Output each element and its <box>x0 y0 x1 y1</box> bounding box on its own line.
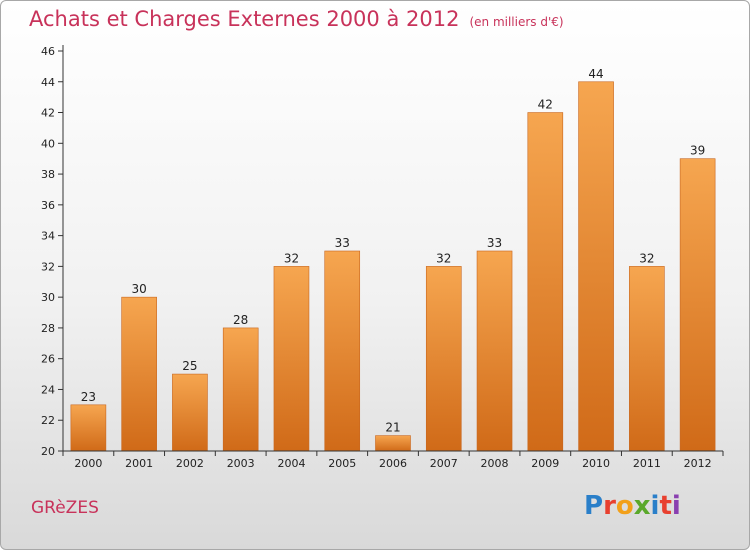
commune-name: GRèZES <box>31 498 99 518</box>
chart-subtitle: (en milliers d'€) <box>469 15 564 29</box>
y-tick-label: 22 <box>41 414 55 427</box>
bar-2008 <box>476 250 513 452</box>
value-label: 32 <box>436 251 451 265</box>
value-label: 42 <box>538 98 553 112</box>
x-tick-label: 2000 <box>74 457 102 470</box>
bar-2003 <box>222 327 259 452</box>
bar-2000 <box>70 404 107 452</box>
value-label: 25 <box>182 359 197 373</box>
chart-title: Achats et Charges Externes 2000 à 2012 (e… <box>29 7 564 31</box>
x-tick-label: 2012 <box>684 457 712 470</box>
y-tick-label: 20 <box>41 445 55 458</box>
x-tick-label: 2011 <box>633 457 661 470</box>
bar-2009 <box>527 112 564 452</box>
value-label: 23 <box>81 390 96 404</box>
bar-2006 <box>375 435 411 452</box>
logo-letter: r <box>603 491 616 521</box>
bar-2005 <box>324 250 361 452</box>
x-tick-label: 2008 <box>481 457 509 470</box>
chart-title-text: Achats et Charges Externes 2000 à 2012 <box>29 7 460 31</box>
bar-2001 <box>121 296 157 452</box>
y-tick-label: 28 <box>41 322 55 335</box>
value-label: 44 <box>588 67 603 81</box>
bar-2010 <box>578 81 614 452</box>
bar-2007 <box>425 266 462 452</box>
x-tick-label: 2004 <box>277 457 305 470</box>
value-label: 39 <box>690 144 705 158</box>
value-label: 33 <box>335 236 350 250</box>
bar-2004 <box>273 266 310 452</box>
y-tick-label: 40 <box>41 137 55 150</box>
y-tick-label: 44 <box>41 76 55 89</box>
x-tick-label: 2007 <box>430 457 458 470</box>
value-label: 30 <box>132 282 147 296</box>
value-label: 21 <box>385 421 400 435</box>
value-label: 32 <box>284 251 299 265</box>
x-tick-label: 2005 <box>328 457 356 470</box>
proxiti-logo: Proxiti <box>584 491 681 521</box>
y-tick-label: 30 <box>41 291 55 304</box>
logo-letter: P <box>584 491 604 521</box>
logo-letter: x <box>633 491 651 521</box>
y-tick-label: 32 <box>41 260 55 273</box>
y-tick-label: 46 <box>41 45 55 58</box>
x-tick-label: 2002 <box>176 457 204 470</box>
x-tick-label: 2006 <box>379 457 407 470</box>
bar-2011 <box>629 266 665 452</box>
logo-letter: i <box>650 491 660 521</box>
y-tick-label: 24 <box>41 383 55 396</box>
x-tick-label: 2009 <box>531 457 559 470</box>
value-label: 33 <box>487 236 502 250</box>
bar-2002 <box>172 373 208 452</box>
logo-letter: t <box>659 491 672 521</box>
y-tick-label: 42 <box>41 107 55 120</box>
logo-letter: i <box>671 491 681 521</box>
x-tick-label: 2003 <box>227 457 255 470</box>
x-tick-label: 2010 <box>582 457 610 470</box>
y-tick-label: 26 <box>41 353 55 366</box>
x-tick-label: 2001 <box>125 457 153 470</box>
y-tick-label: 34 <box>41 230 55 243</box>
logo-letter: o <box>615 491 634 521</box>
y-tick-label: 36 <box>41 199 55 212</box>
y-tick-label: 38 <box>41 168 55 181</box>
value-label: 32 <box>639 251 654 265</box>
bar-2012 <box>679 158 716 452</box>
value-label: 28 <box>233 313 248 327</box>
